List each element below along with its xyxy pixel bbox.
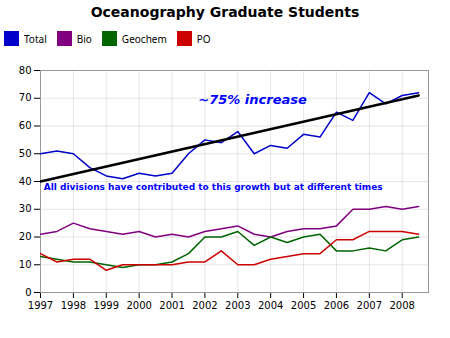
- svg-text:20: 20: [19, 231, 32, 242]
- svg-text:10: 10: [19, 259, 32, 270]
- html-text:Oceanography Graduate Students: Oceanography Graduate Students: [90, 4, 360, 20]
- html-text:Total: Total: [24, 31, 47, 46]
- svg-text:1999: 1999: [94, 300, 119, 311]
- svg-text:2003: 2003: [225, 300, 250, 311]
- svg-text:40: 40: [19, 176, 32, 187]
- svg-text:2006: 2006: [324, 300, 349, 311]
- svg-text:2000: 2000: [126, 300, 151, 311]
- svg-text:50: 50: [19, 148, 32, 159]
- svg-text:~75% increase: ~75% increase: [198, 92, 307, 107]
- svg-text:2005: 2005: [291, 300, 316, 311]
- html-text:Geochem: Geochem: [121, 31, 167, 46]
- svg-text:2004: 2004: [258, 300, 283, 311]
- html-text:PO: PO: [196, 31, 211, 46]
- svg-text:80: 80: [19, 65, 32, 76]
- svg-text:2001: 2001: [159, 300, 184, 311]
- svg-text:2007: 2007: [357, 300, 382, 311]
- svg-text:0: 0: [25, 287, 31, 298]
- svg-text:2008: 2008: [389, 300, 414, 311]
- svg-text:2002: 2002: [192, 300, 217, 311]
- svg-text:60: 60: [19, 120, 32, 131]
- svg-text:1997: 1997: [28, 300, 53, 311]
- svg-text:All divisions have contributed: All divisions have contributed to this g…: [44, 182, 383, 192]
- html-text:Bio: Bio: [76, 31, 92, 46]
- svg-text:1998: 1998: [61, 300, 86, 311]
- svg-text:30: 30: [19, 203, 32, 214]
- svg-text:70: 70: [19, 92, 32, 103]
